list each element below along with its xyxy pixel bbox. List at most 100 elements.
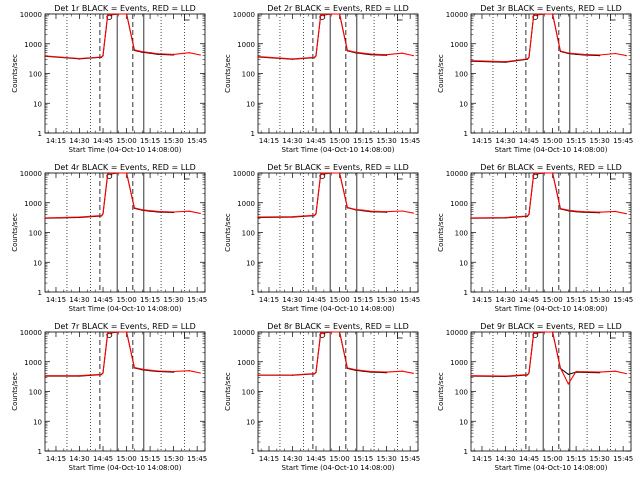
chart-title: Det 2r BLACK = Events, RED = LLD [267, 4, 409, 13]
y-tick-label: 10 [459, 100, 468, 108]
data-point [559, 367, 562, 369]
data-point [362, 52, 364, 54]
x-tick-label: 15:45 [400, 455, 420, 463]
data-point [141, 368, 143, 370]
x-axis-label: Start Time (04-Oct-10 14:08:00) [69, 464, 182, 472]
data-point [118, 13, 120, 15]
chart-panel-7: Det 7r BLACK = Events, RED = LLD 1 10 100 10… [11, 322, 207, 472]
data-series-line-events [258, 331, 387, 376]
data-point [257, 374, 259, 376]
y-axis-label: Counts/sec [437, 213, 445, 252]
x-tick-label: 15:15 [140, 296, 160, 304]
y-tick-label: 1000 [237, 359, 255, 367]
data-point [199, 54, 201, 56]
data-point [470, 375, 472, 377]
y-tick-label: 10000 [446, 170, 468, 178]
data-point [551, 13, 554, 15]
x-tick-label: 15:00 [116, 455, 136, 463]
data-point [625, 54, 627, 57]
data-point [533, 332, 535, 334]
top-corner-marker [397, 14, 403, 21]
y-tick-label: 100 [242, 230, 255, 238]
y-tick-label: 10000 [20, 170, 42, 178]
x-tick-label: 15:00 [542, 455, 562, 463]
data-point [614, 370, 616, 372]
top-corner-marker [184, 14, 190, 21]
x-tick-label: 14:45 [93, 296, 113, 304]
x-tick-label: 14:30 [69, 455, 89, 463]
data-point [173, 53, 175, 55]
y-tick-label: 10 [246, 418, 255, 426]
x-tick-label: 15:00 [542, 137, 562, 145]
data-point [528, 372, 530, 374]
y-tick-label: 100 [455, 230, 468, 238]
data-point [567, 373, 569, 375]
y-axis-label: Counts/sec [437, 372, 445, 411]
data-point [173, 370, 175, 373]
data-point [313, 214, 316, 216]
data-point [504, 216, 507, 219]
data-point [320, 14, 322, 16]
data-point [544, 172, 546, 174]
y-tick-label: 1 [464, 130, 468, 138]
data-point [504, 61, 507, 63]
data-point [157, 210, 159, 213]
y-tick-label: 1000 [450, 359, 468, 367]
top-corner-marker [397, 332, 403, 339]
data-point [386, 371, 388, 373]
data-point [354, 369, 356, 371]
data-point [614, 52, 616, 55]
data-point [533, 173, 535, 175]
x-tick-label: 14:30 [495, 296, 515, 304]
chart-panel-4: Det 4r BLACK = Events, RED = LLD 1 10 100 10… [11, 163, 207, 313]
chart-title: Det 7r BLACK = Events, RED = LLD [54, 322, 196, 331]
data-point [199, 212, 201, 214]
x-tick-label: 15:45 [187, 137, 207, 145]
data-series-line-events [45, 331, 174, 377]
data-series-line-lld [470, 13, 627, 63]
data-point [412, 54, 414, 57]
x-tick-label: 14:15 [259, 296, 279, 304]
data-series-line-lld [470, 172, 627, 219]
x-axis-label: Start Time (04-Oct-10 14:08:00) [69, 305, 182, 313]
x-tick-label: 14:30 [282, 296, 302, 304]
y-tick-label: 10000 [20, 11, 42, 19]
x-axis-label: Start Time (04-Oct-10 14:08:00) [495, 464, 608, 472]
data-point [320, 173, 322, 175]
data-point [102, 372, 104, 374]
data-point [149, 52, 151, 54]
y-tick-label: 1000 [237, 200, 255, 208]
x-tick-label: 14:30 [69, 137, 89, 145]
data-point [100, 56, 103, 58]
data-point [354, 51, 356, 53]
chart-panel-9: Det 9r BLACK = Events, RED = LLD 1 10 100 10… [437, 322, 633, 472]
data-point [118, 331, 120, 333]
chart-title: Det 5r BLACK = Events, RED = LLD [267, 163, 409, 172]
data-point [412, 372, 414, 374]
y-tick-label: 10000 [446, 329, 468, 337]
x-tick-label: 14:15 [46, 455, 66, 463]
y-tick-label: 100 [29, 230, 42, 238]
x-tick-label: 14:30 [282, 455, 302, 463]
top-corner-marker [397, 173, 403, 180]
data-point [157, 370, 159, 372]
data-point [528, 213, 530, 215]
x-tick-label: 15:00 [329, 455, 349, 463]
data-point [354, 208, 356, 210]
data-point [107, 14, 109, 16]
data-point [386, 211, 388, 213]
x-tick-label: 14:30 [495, 137, 515, 145]
x-tick-label: 15:00 [116, 296, 136, 304]
chart-panel-1: Det 1r BLACK = Events, RED = LLD 1 10 100 10… [11, 4, 207, 154]
x-tick-label: 15:15 [566, 455, 586, 463]
data-point [386, 54, 388, 56]
data-point [526, 58, 529, 60]
x-tick-label: 15:30 [164, 455, 184, 463]
data-series-line-events [257, 13, 387, 60]
chart-panel-5: Det 5r BLACK = Events, RED = LLD 1 10 100 10… [224, 163, 420, 313]
x-tick-label: 15:30 [377, 137, 397, 145]
data-point [173, 211, 175, 213]
data-point [125, 172, 128, 174]
top-corner-marker [610, 14, 616, 21]
y-tick-label: 100 [29, 71, 42, 79]
